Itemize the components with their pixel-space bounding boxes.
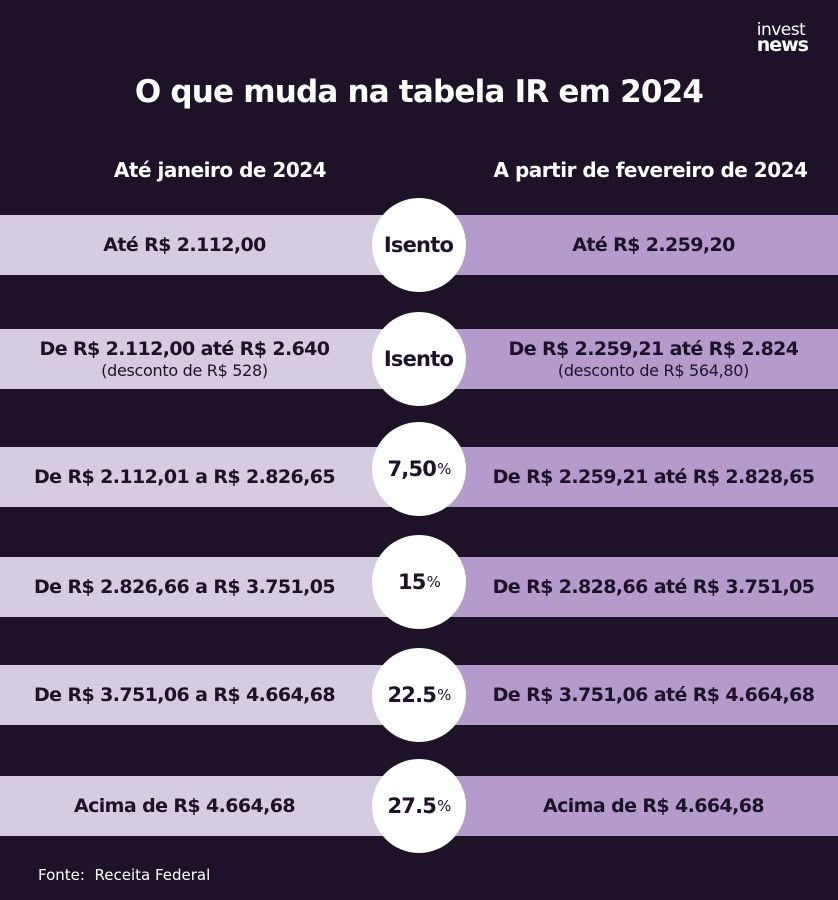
rate-badge: 15% [372,535,466,629]
table-row: De R$ 3.751,06 a R$ 4.664,68 De R$ 3.751… [0,648,838,742]
range-after: De R$ 2.828,66 até R$ 3.751,05 [492,576,815,598]
column-header-before: Até janeiro de 2024 [113,158,327,182]
range-before: De R$ 2.826,66 a R$ 3.751,05 [34,576,336,598]
cell-before: Acima de R$ 4.664,68 [0,776,419,836]
rate-badge: Isento [372,198,466,292]
rate-value: 15 [397,570,426,594]
range-before: De R$ 3.751,06 a R$ 4.664,68 [34,684,336,706]
discount-before: (desconto de R$ 528) [101,361,268,380]
cell-after: Acima de R$ 4.664,68 [419,776,838,836]
rate-badge: Isento [372,312,466,406]
cell-after: De R$ 2.259,21 até R$ 2.828,65 [419,447,838,507]
range-after: De R$ 2.259,21 até R$ 2.824 [508,338,799,360]
rate-unit: % [437,460,451,478]
cell-after: De R$ 2.828,66 até R$ 3.751,05 [419,557,838,617]
logo-line-1: invest [756,20,806,40]
table-row: Acima de R$ 4.664,68 Acima de R$ 4.664,6… [0,759,838,853]
rate-badge: 7,50% [372,422,466,516]
rate-unit: % [437,797,451,815]
range-before: Acima de R$ 4.664,68 [73,795,296,817]
cell-before: De R$ 2.112,01 a R$ 2.826,65 [0,447,419,507]
source-value: Receita Federal [94,866,211,884]
table-row: De R$ 2.112,01 a R$ 2.826,65 De R$ 2.259… [0,422,838,516]
logo-line-2: news [756,34,809,56]
table-row: De R$ 2.826,66 a R$ 3.751,05 De R$ 2.828… [0,535,838,629]
range-after: De R$ 3.751,06 até R$ 4.664,68 [492,684,815,706]
cell-after: De R$ 3.751,06 até R$ 4.664,68 [419,665,838,725]
cell-before: De R$ 2.112,00 até R$ 2.640 (desconto de… [0,329,419,389]
range-before: De R$ 2.112,01 a R$ 2.826,65 [34,466,336,488]
range-before: Até R$ 2.112,00 [103,234,266,256]
cell-before: Até R$ 2.112,00 [0,215,419,275]
rate-value: 22.5 [387,683,437,707]
discount-after: (desconto de R$ 564,80) [557,361,750,380]
cell-after: De R$ 2.259,21 até R$ 2.824 (desconto de… [419,329,838,389]
investnews-logo: invest news [756,20,809,56]
rate-badge: 27.5% [372,759,466,853]
page-title: O que muda na tabela IR em 2024 [134,74,704,110]
range-after: Acima de R$ 4.664,68 [542,795,765,817]
range-before: De R$ 2.112,00 até R$ 2.640 [39,338,330,360]
source-label: Fonte: [38,866,85,884]
rate-value: 27.5 [387,794,437,818]
table-row: Até R$ 2.112,00 Até R$ 2.259,20 Isento [0,198,838,292]
cell-before: De R$ 3.751,06 a R$ 4.664,68 [0,665,419,725]
rate-value: 7,50 [387,457,437,481]
rate-badge: 22.5% [372,648,466,742]
cell-after: Até R$ 2.259,20 [419,215,838,275]
range-after: De R$ 2.259,21 até R$ 2.828,65 [492,466,815,488]
rate-unit: % [437,686,451,704]
range-after: Até R$ 2.259,20 [572,234,735,256]
table-row: De R$ 2.112,00 até R$ 2.640 (desconto de… [0,312,838,406]
rate-unit: % [426,573,441,591]
source-note: Fonte: Receita Federal [38,866,210,884]
cell-before: De R$ 2.826,66 a R$ 3.751,05 [0,557,419,617]
rate-value: Isento [383,347,454,371]
rate-value: Isento [383,233,454,257]
column-header-after: A partir de fevereiro de 2024 [493,158,808,182]
